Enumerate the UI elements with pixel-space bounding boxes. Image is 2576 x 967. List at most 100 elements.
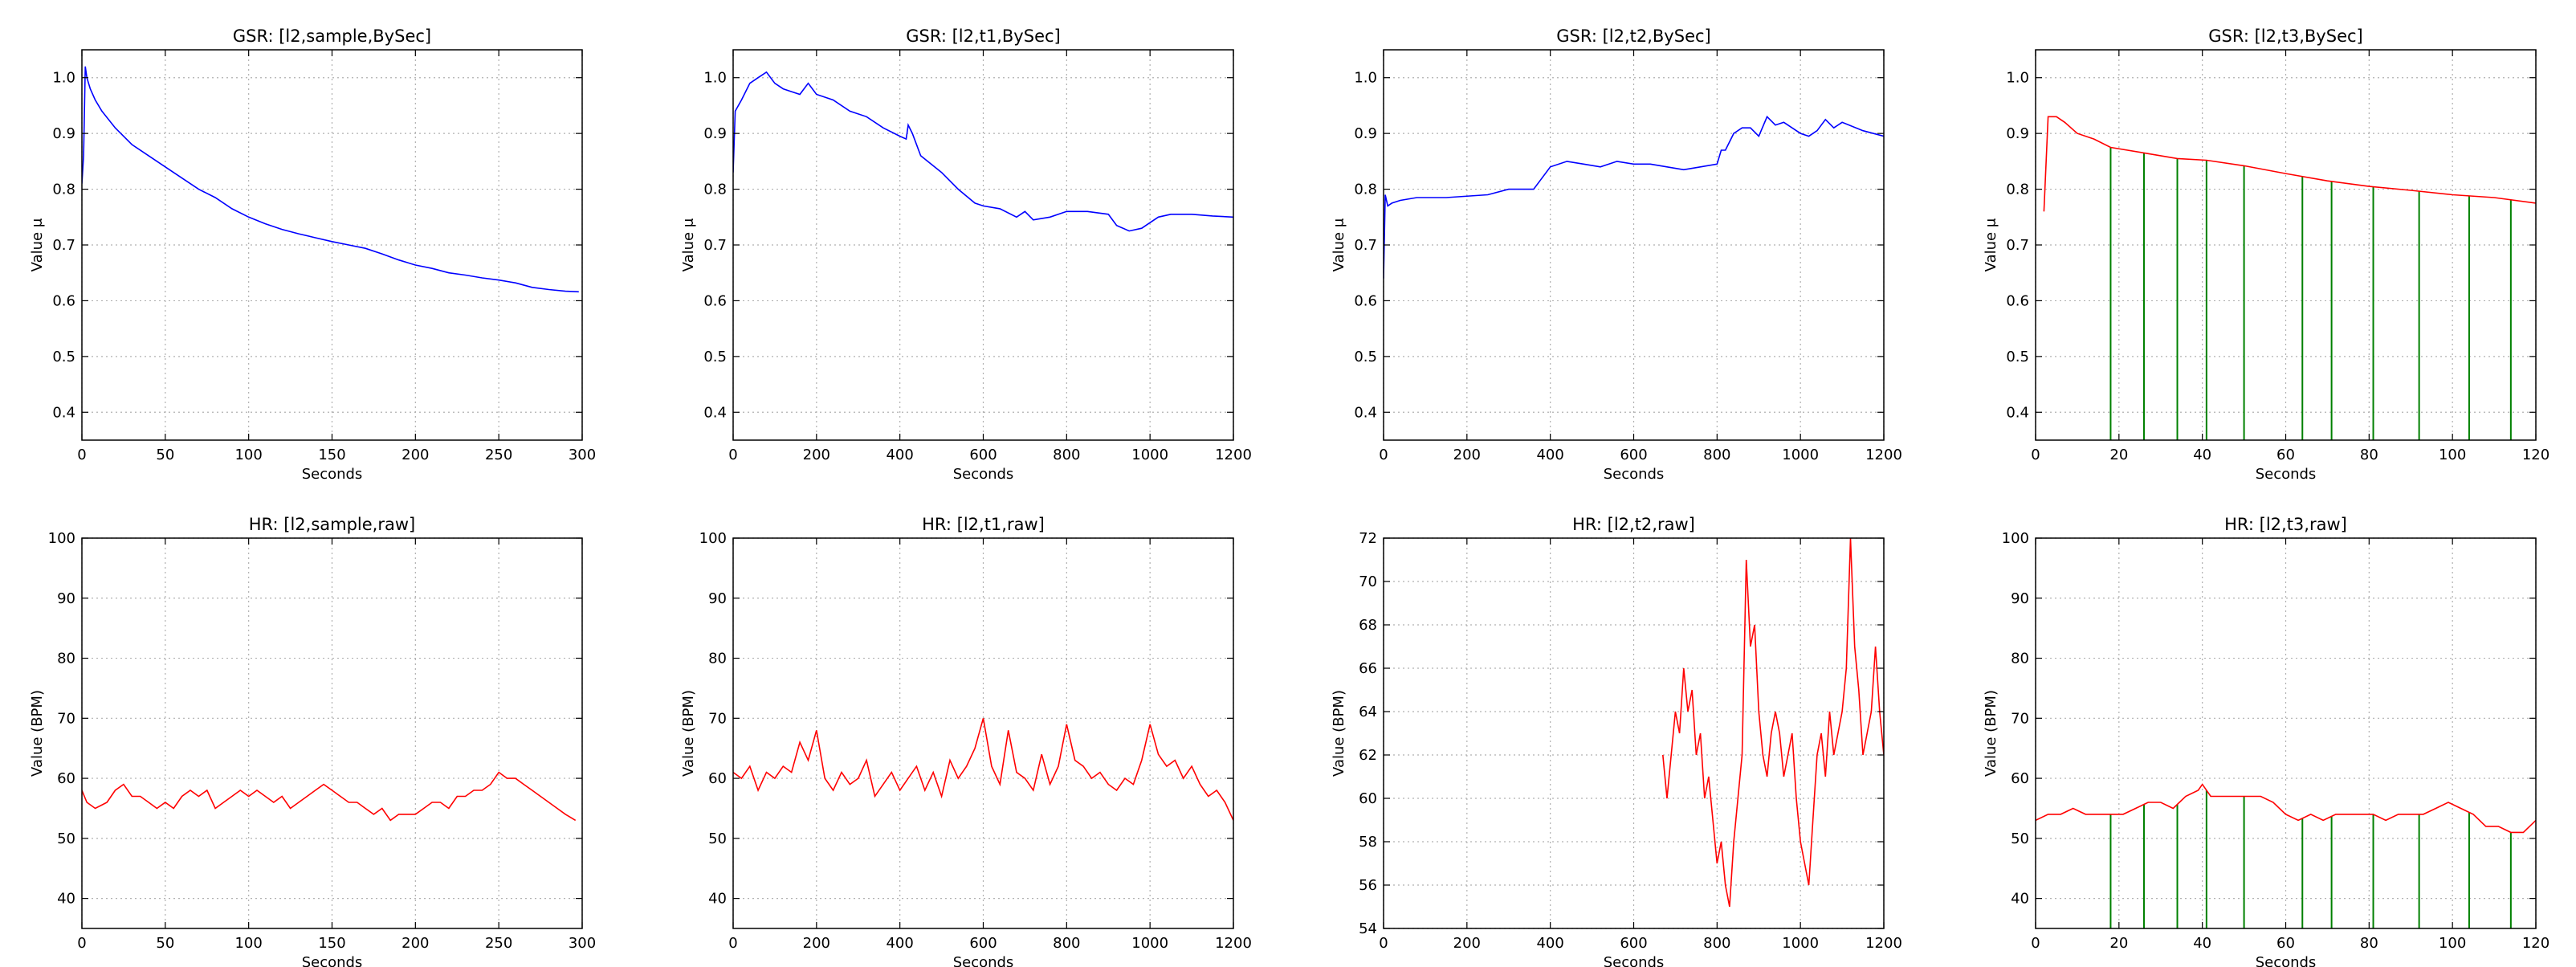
x-tick-label: 1000 (1782, 447, 1819, 463)
y-tick-label: 50 (57, 830, 75, 847)
y-axis-label: Value μ (680, 218, 697, 271)
y-axis-label: Value (BPM) (680, 690, 697, 777)
y-tick-label: 90 (2011, 590, 2029, 607)
y-tick-label: 54 (1359, 920, 1377, 937)
y-tick-label: 80 (2011, 651, 2029, 667)
x-tick-label: 0 (2031, 935, 2040, 952)
y-tick-label: 0.7 (2006, 237, 2029, 254)
y-tick-label: 56 (1359, 877, 1377, 894)
x-tick-label: 1000 (1782, 935, 1819, 952)
y-tick-label: 0.9 (52, 125, 75, 142)
y-tick-label: 0.5 (52, 349, 75, 365)
x-tick-label: 50 (156, 935, 174, 952)
y-tick-label: 0.8 (703, 182, 727, 198)
x-tick-label: 1200 (1865, 447, 1902, 463)
chart-title: GSR: [l2,t2,BySec] (1556, 27, 1710, 46)
y-tick-label: 60 (57, 770, 75, 787)
x-tick-label: 20 (2109, 935, 2128, 952)
chart-panel-6: 0 200 400 600 800 1000 1200 54 56 58 60 62 64 66 68 70 7… (1331, 515, 1902, 967)
x-tick-label: 200 (401, 935, 429, 952)
x-tick-label: 300 (569, 935, 596, 952)
x-axis-label: Seconds (302, 954, 363, 967)
x-axis-label: Seconds (1604, 466, 1665, 483)
y-axis-label: Value μ (1983, 218, 1999, 271)
x-tick-label: 400 (886, 935, 913, 952)
y-tick-label: 1.0 (703, 70, 727, 87)
x-tick-label: 200 (803, 447, 830, 463)
x-tick-label: 800 (1703, 935, 1730, 952)
x-tick-label: 100 (234, 447, 262, 463)
y-tick-label: 0.9 (2006, 125, 2029, 142)
chart-title: HR: [l2,sample,raw] (249, 515, 415, 534)
y-tick-label: 58 (1359, 834, 1377, 851)
x-tick-label: 0 (77, 935, 86, 952)
x-tick-label: 40 (2193, 447, 2211, 463)
x-tick-label: 40 (2193, 935, 2211, 952)
x-axis-label: Seconds (953, 466, 1014, 483)
y-tick-label: 70 (1359, 573, 1377, 590)
x-tick-label: 100 (2439, 447, 2466, 463)
x-tick-label: 100 (234, 935, 262, 952)
y-tick-label: 0.4 (703, 404, 727, 421)
x-tick-label: 0 (728, 935, 737, 952)
y-tick-label: 60 (1359, 790, 1377, 807)
y-tick-label: 0.5 (2006, 349, 2029, 365)
y-tick-label: 40 (2011, 891, 2029, 908)
y-tick-label: 0.7 (703, 237, 727, 254)
y-tick-label: 62 (1359, 747, 1377, 764)
y-tick-label: 0.8 (52, 182, 75, 198)
x-tick-label: 0 (77, 447, 86, 463)
x-tick-label: 120 (2522, 447, 2550, 463)
y-tick-label: 0.4 (1354, 404, 1377, 421)
chart-title: HR: [l2,t1,raw] (922, 515, 1045, 534)
x-tick-label: 200 (401, 447, 429, 463)
chart-title: GSR: [l2,sample,BySec] (233, 27, 431, 46)
x-tick-label: 60 (2276, 935, 2295, 952)
x-tick-label: 600 (1620, 447, 1647, 463)
x-tick-label: 1200 (1215, 935, 1252, 952)
x-tick-label: 250 (485, 447, 512, 463)
x-tick-label: 50 (156, 447, 174, 463)
y-tick-label: 0.6 (703, 292, 727, 309)
y-tick-label: 0.5 (1354, 349, 1377, 365)
y-tick-label: 0.5 (703, 349, 727, 365)
x-tick-label: 600 (969, 935, 997, 952)
x-tick-label: 200 (1453, 935, 1481, 952)
y-tick-label: 1.0 (52, 70, 75, 87)
x-tick-label: 250 (485, 935, 512, 952)
x-tick-label: 0 (728, 447, 737, 463)
x-axis-label: Seconds (2256, 954, 2317, 967)
y-tick-label: 0.4 (52, 404, 75, 421)
x-tick-label: 80 (2360, 935, 2378, 952)
series-line (82, 66, 579, 293)
series-line (1384, 115, 1884, 279)
y-tick-label: 64 (1359, 704, 1377, 720)
x-tick-label: 600 (969, 447, 997, 463)
chart-panel-1: 0 200 400 600 800 1000 1200 0.4 0.5 0.6 0.7 0.8 0.9 1… (680, 27, 1252, 483)
y-tick-label: 70 (708, 710, 727, 727)
y-tick-label: 0.7 (52, 237, 75, 254)
x-tick-label: 300 (569, 447, 596, 463)
y-tick-label: 0.6 (1354, 292, 1377, 309)
y-tick-label: 90 (708, 590, 727, 607)
x-tick-label: 120 (2522, 935, 2550, 952)
y-tick-label: 70 (2011, 710, 2029, 727)
y-tick-label: 90 (57, 590, 75, 607)
y-tick-label: 80 (708, 651, 727, 667)
chart-title: HR: [l2,t3,raw] (2224, 515, 2347, 534)
y-tick-label: 0.7 (1354, 237, 1377, 254)
y-tick-label: 70 (57, 710, 75, 727)
y-tick-label: 40 (708, 891, 727, 908)
chart-panel-5: 0 200 400 600 800 1000 1200 40 50 60 70 80 90 100 HR: … (680, 515, 1252, 967)
y-tick-label: 80 (57, 651, 75, 667)
y-tick-label: 0.4 (2006, 404, 2029, 421)
y-tick-label: 100 (2002, 530, 2029, 547)
series-line (1662, 538, 1884, 908)
y-tick-label: 60 (2011, 770, 2029, 787)
y-tick-label: 40 (57, 891, 75, 908)
y-tick-label: 100 (699, 530, 727, 547)
chart-title: HR: [l2,t2,raw] (1572, 515, 1695, 534)
x-tick-label: 400 (886, 447, 913, 463)
y-tick-label: 1.0 (2006, 70, 2029, 87)
chart-panel-3: 0 20 40 60 80 100 120 0.4 0.5 0.6 0.7 0.8 0.9 1.0 GSR:… (1983, 27, 2550, 483)
